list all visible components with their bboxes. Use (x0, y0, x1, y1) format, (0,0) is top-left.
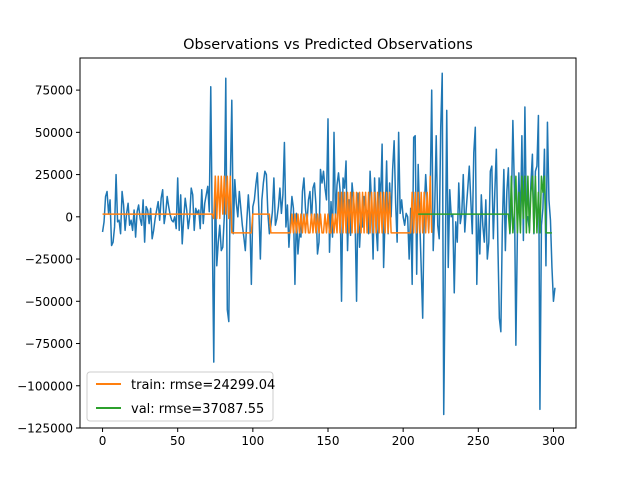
chart-title: Observations vs Predicted Observations (183, 37, 473, 53)
train-prediction-line (102, 175, 433, 234)
y-tick-label: −125000 (17, 422, 73, 436)
legend-box (86, 371, 274, 422)
x-tick-label: 0 (99, 434, 107, 448)
y-tick-label: −100000 (17, 379, 73, 393)
y-tick-label: 75000 (35, 84, 73, 98)
legend-label-val: val: rmse=37087.55 (131, 402, 264, 417)
val-prediction-line (418, 175, 552, 234)
x-tick-label: 150 (317, 434, 340, 448)
y-axis: −125000 −100000 −75000 −50000 −25000 0 25000 50… (17, 84, 80, 436)
y-tick-label: −25000 (25, 253, 73, 267)
y-tick-label: 0 (65, 210, 73, 224)
legend: train: rmse=24299.04 val: rmse=37087.55 (86, 371, 275, 422)
y-tick-label: 50000 (35, 126, 73, 140)
x-tick-label: 100 (241, 434, 264, 448)
y-tick-label: 25000 (35, 168, 73, 182)
x-axis: 0 50 100 150 200 250 300 (99, 428, 565, 448)
x-tick-label: 300 (542, 434, 565, 448)
series-layer (101, 72, 556, 416)
x-tick-label: 200 (392, 434, 415, 448)
y-tick-label: −75000 (25, 337, 73, 351)
legend-label-train: train: rmse=24299.04 (131, 378, 275, 393)
observations-line (101, 72, 556, 416)
x-tick-label: 50 (170, 434, 185, 448)
x-tick-label: 250 (467, 434, 490, 448)
y-tick-label: −50000 (25, 295, 73, 309)
